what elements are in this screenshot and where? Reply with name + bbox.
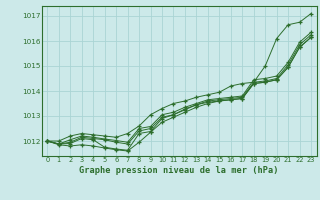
X-axis label: Graphe pression niveau de la mer (hPa): Graphe pression niveau de la mer (hPa) [79, 166, 279, 175]
